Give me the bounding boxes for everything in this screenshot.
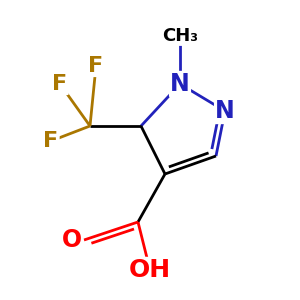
Text: OH: OH (129, 258, 171, 282)
Text: CH₃: CH₃ (162, 27, 198, 45)
Text: O: O (62, 228, 82, 252)
Text: N: N (215, 99, 235, 123)
Text: F: F (52, 74, 68, 94)
Text: F: F (88, 56, 104, 76)
Text: N: N (170, 72, 190, 96)
Text: F: F (44, 131, 59, 151)
